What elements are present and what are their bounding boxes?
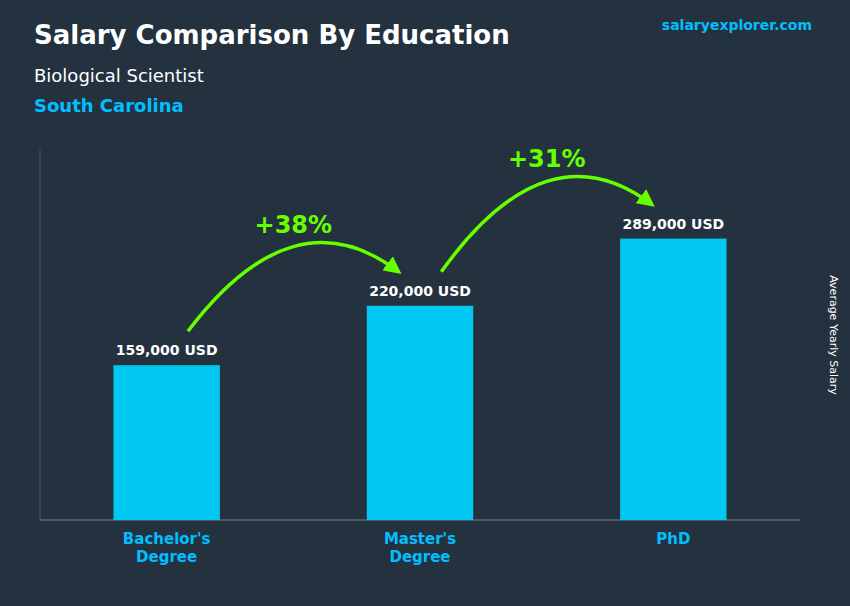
- x-tick-label: Master'sDegree: [384, 530, 456, 566]
- chart: Salary Comparison By Education Biological…: [0, 0, 850, 606]
- x-tick-label: Bachelor'sDegree: [123, 530, 211, 566]
- bar: [113, 365, 219, 520]
- data-label: 289,000 USD: [622, 216, 724, 232]
- bar: [620, 239, 726, 520]
- y-axis-line: [40, 150, 41, 520]
- background: [0, 0, 850, 606]
- subtitle: Biological Scientist: [34, 65, 204, 86]
- annotation: +31%: [508, 145, 586, 173]
- subtitle: South Carolina: [34, 95, 184, 116]
- annotation: +38%: [255, 211, 333, 239]
- y-axis-label: Average Yearly Salary: [827, 275, 840, 395]
- data-label: 220,000 USD: [369, 283, 471, 299]
- arrow: [441, 176, 652, 271]
- arrow: [188, 243, 399, 332]
- watermark: salaryexplorer.com: [662, 17, 812, 33]
- x-tick-label: PhD: [656, 530, 690, 548]
- title: Salary Comparison By Education: [34, 20, 510, 50]
- bars: [113, 239, 726, 520]
- bar: [367, 306, 473, 520]
- data-label: 159,000 USD: [116, 342, 218, 358]
